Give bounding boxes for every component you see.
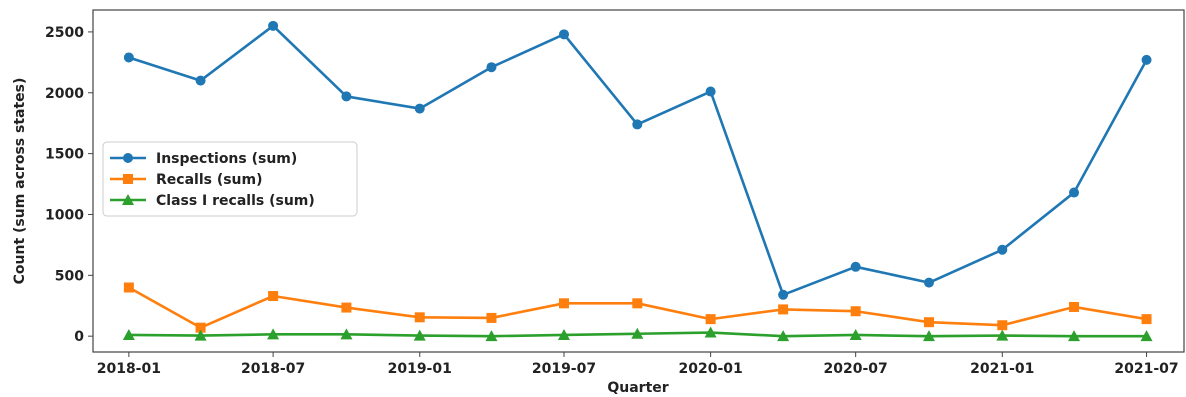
data-point [122,328,135,340]
legend-item: Class I recalls (sum) [110,193,315,209]
data-point [997,320,1008,331]
data-point [849,328,862,340]
data-point [558,29,569,40]
data-point [1069,301,1080,312]
data-point [414,312,425,323]
data-point [413,329,426,341]
legend-marker [122,194,134,205]
data-point [194,329,207,341]
x-tick-label: 2018-07 [241,361,305,377]
data-point [268,291,279,302]
y-tick-label: 500 [55,268,84,284]
plot-area [92,9,1185,353]
x-tick-label: 2019-07 [532,361,596,377]
y-tick-label: 1000 [45,207,84,223]
data-point [267,328,280,340]
y-tick-label: 2500 [45,25,84,41]
y-tick-label: 0 [74,329,84,345]
data-point [340,328,353,340]
legend-item: Recalls (sum) [110,172,263,188]
series-3 [122,326,1153,342]
y-tick-label: 1500 [45,147,84,163]
data-point [414,103,425,114]
data-point [705,314,716,325]
legend-marker [123,153,133,163]
data-point [996,329,1009,341]
legend-box [102,141,358,217]
x-tick-label: 2019-01 [388,361,452,377]
data-point [632,298,643,309]
data-point [485,330,498,342]
data-point [923,317,934,328]
data-point [631,327,644,339]
series-2 [123,282,1152,333]
legend-label: Class I recalls (sum) [156,193,315,209]
x-tick-label: 2020-01 [678,361,742,377]
data-point [1141,54,1152,65]
data-point [1141,314,1152,325]
data-point [557,328,570,340]
data-point [558,298,569,309]
legend-label: Inspections (sum) [156,151,297,167]
y-axis-label: Count (sum across states) [12,78,28,285]
series-layer [122,20,1153,342]
data-point [1140,330,1153,342]
data-point [195,322,206,333]
x-tick-label: 2020-07 [824,361,888,377]
data-point [632,119,643,130]
data-point [123,282,134,293]
legend-item: Inspections (sum) [110,151,297,167]
data-point [341,302,352,313]
data-point [704,326,717,338]
data-point [341,91,352,102]
data-point [777,330,790,342]
data-point [123,52,134,63]
series-1 [123,20,1152,300]
x-tick-label: 2018-01 [97,361,161,377]
data-point [486,312,497,323]
data-point [268,20,279,31]
x-tick-label: 2021-01 [970,361,1034,377]
data-point [1069,187,1080,198]
data-point [705,86,716,97]
data-point [922,330,935,342]
data-point [486,62,497,73]
x-axis-label: Quarter [607,380,668,396]
data-point [195,75,206,86]
x-tick-label: 2021-07 [1114,361,1178,377]
data-point [997,244,1008,255]
data-point [850,306,861,317]
y-tick-label: 2000 [45,86,84,102]
data-point [1068,330,1081,342]
data-point [850,261,861,272]
y-axis: 0 500 1000 1500 2000 2500 [45,25,93,345]
data-point [778,304,789,315]
data-point [778,289,789,300]
legend-label: Recalls (sum) [156,172,263,188]
legend-marker [123,174,133,184]
legend: Inspections (sum) Recalls (sum) Class I re… [102,141,358,217]
x-axis: 2018-01 2018-07 2019-01 2019-07 2020-01 2020-… [97,352,1179,377]
data-point [923,277,934,288]
